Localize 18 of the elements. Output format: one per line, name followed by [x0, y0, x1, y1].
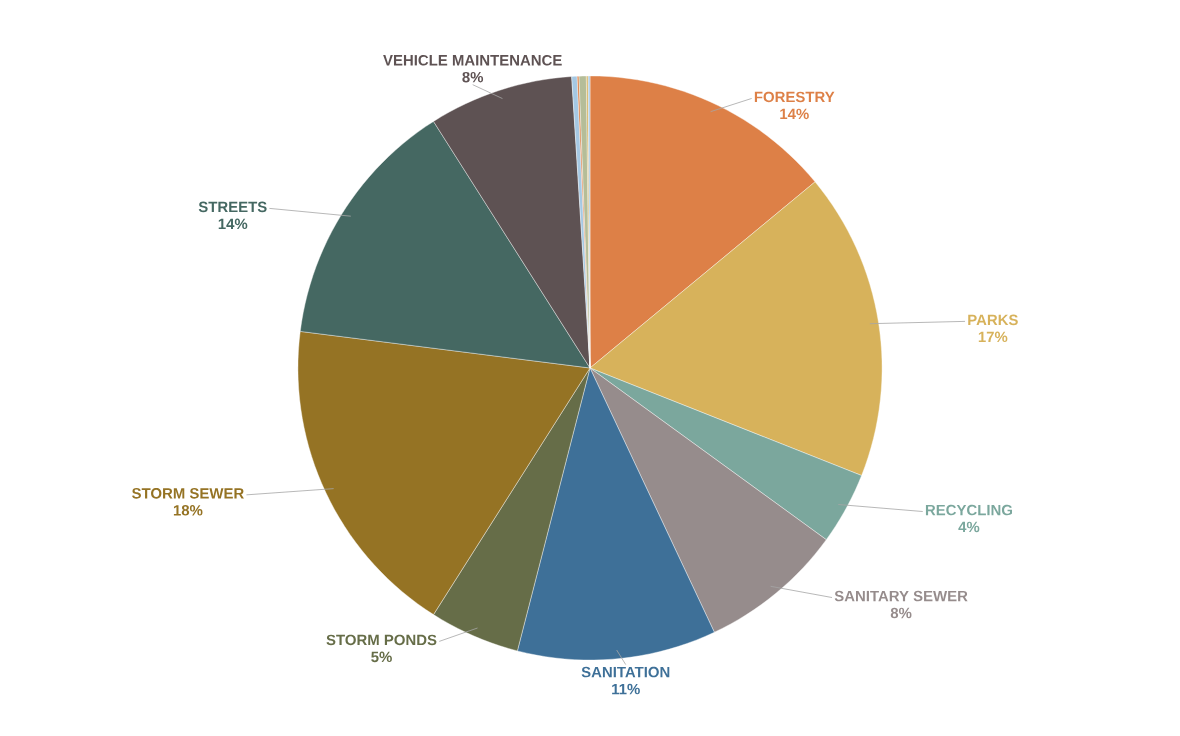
data-label: 14% — [218, 218, 248, 230]
data-label: 5% — [371, 651, 392, 663]
data-label: 14% — [780, 108, 809, 120]
slice-label: SANITARY SEWER — [834, 590, 968, 602]
slice-label: VEHICLE MAINTENANCE — [383, 54, 562, 66]
data-label: 11% — [612, 683, 640, 695]
data-label: 8% — [890, 607, 912, 619]
slice-label: FORESTRY — [754, 91, 835, 103]
data-label: 4% — [958, 521, 980, 533]
slice-label: PARKS — [968, 314, 1018, 326]
data-label: 8% — [462, 71, 484, 83]
data-label: 17% — [978, 331, 1008, 343]
slice-label: SANITATION — [581, 666, 670, 678]
slice-label: STORM PONDS — [326, 634, 437, 646]
slice-label: RECYCLING — [925, 504, 1013, 516]
data-label: 18% — [173, 505, 203, 516]
slice-label: STREETS — [198, 201, 267, 213]
slice-label: STORM SEWER — [132, 488, 244, 499]
